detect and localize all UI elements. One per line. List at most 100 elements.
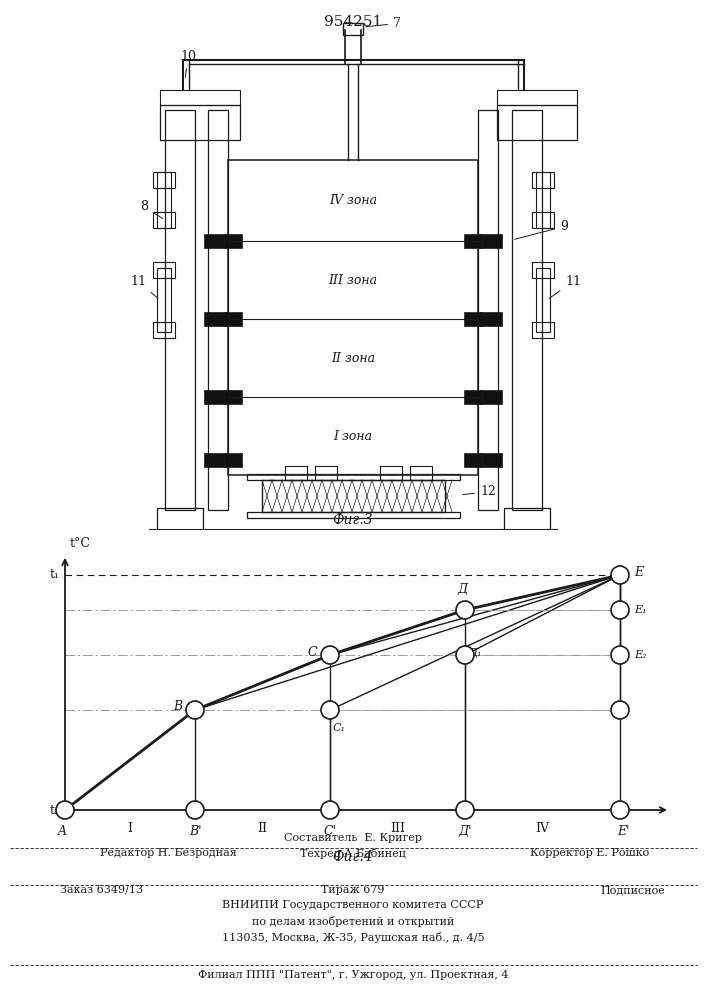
Bar: [157, 508, 203, 530]
Text: 9: 9: [515, 220, 568, 239]
Circle shape: [321, 646, 339, 664]
Bar: [204, 312, 226, 326]
Circle shape: [611, 701, 629, 719]
Text: Подписное: Подписное: [600, 885, 665, 895]
Text: E: E: [634, 566, 643, 580]
Text: Корректор Е. Рошко: Корректор Е. Рошко: [530, 848, 650, 858]
Bar: [480, 453, 502, 467]
Bar: [285, 466, 307, 480]
Bar: [532, 212, 554, 228]
Text: Редактор Н. Безродная: Редактор Н. Безродная: [100, 848, 237, 858]
Bar: [512, 110, 542, 510]
Bar: [224, 390, 242, 404]
Circle shape: [456, 801, 474, 819]
Bar: [536, 268, 550, 332]
Bar: [157, 172, 171, 228]
Bar: [208, 110, 228, 510]
Bar: [247, 512, 460, 518]
Bar: [410, 466, 432, 480]
Text: III зона: III зона: [329, 273, 378, 286]
Circle shape: [611, 801, 629, 819]
Text: 8: 8: [140, 200, 163, 218]
Bar: [497, 90, 577, 105]
Bar: [224, 312, 242, 326]
Bar: [153, 262, 175, 278]
Bar: [204, 234, 226, 248]
Text: 12: 12: [463, 485, 496, 498]
Bar: [343, 23, 363, 35]
Bar: [153, 212, 175, 228]
Bar: [497, 105, 577, 140]
Text: IV: IV: [535, 822, 549, 835]
Bar: [464, 234, 482, 248]
Bar: [224, 453, 242, 467]
Bar: [464, 453, 482, 467]
Text: Фиг.4: Фиг.4: [333, 850, 373, 864]
Circle shape: [321, 701, 339, 719]
Text: E₁: E₁: [634, 605, 647, 615]
Text: Д': Д': [458, 825, 472, 838]
Text: Составитель  Е. Кригер: Составитель Е. Кригер: [284, 833, 422, 843]
Bar: [247, 474, 460, 480]
Circle shape: [611, 601, 629, 619]
Text: 11: 11: [130, 275, 158, 298]
Circle shape: [321, 801, 339, 819]
Text: Д: Д: [458, 583, 468, 596]
Bar: [480, 234, 502, 248]
Text: 113035, Москва, Ж-35, Раушская наб., д. 4/5: 113035, Москва, Ж-35, Раушская наб., д. …: [222, 932, 484, 943]
Text: C: C: [308, 646, 317, 658]
Bar: [464, 390, 482, 404]
Bar: [480, 390, 502, 404]
Bar: [532, 322, 554, 338]
Text: B: B: [173, 700, 182, 714]
Bar: [165, 110, 195, 510]
Bar: [153, 322, 175, 338]
Text: Тираж 679: Тираж 679: [321, 885, 385, 895]
Text: B': B': [189, 825, 201, 838]
Text: I: I: [127, 822, 132, 835]
Text: Техред А.Бабинец: Техред А.Бабинец: [300, 848, 406, 859]
Text: t°C: t°C: [70, 537, 91, 550]
Bar: [204, 453, 226, 467]
Circle shape: [186, 701, 204, 719]
Text: 10: 10: [180, 50, 196, 77]
Text: C₁: C₁: [333, 723, 346, 733]
Circle shape: [456, 646, 474, 664]
Bar: [380, 466, 402, 480]
Bar: [153, 172, 175, 188]
Text: Фиг.3: Фиг.3: [333, 513, 373, 527]
Bar: [480, 312, 502, 326]
Text: t₁: t₁: [50, 568, 60, 582]
Text: ВНИИПИ Государственного комитета СССР: ВНИИПИ Государственного комитета СССР: [222, 900, 484, 910]
Bar: [532, 172, 554, 188]
Text: t₂: t₂: [50, 804, 60, 816]
Text: C': C': [324, 825, 337, 838]
Bar: [262, 480, 445, 512]
Text: II: II: [257, 822, 267, 835]
Bar: [464, 312, 482, 326]
Text: E₂: E₂: [634, 650, 647, 660]
Circle shape: [611, 646, 629, 664]
Text: IV зона: IV зона: [329, 194, 377, 207]
Text: 11: 11: [549, 275, 581, 298]
Bar: [532, 262, 554, 278]
Text: Д₁: Д₁: [468, 648, 481, 658]
Circle shape: [186, 801, 204, 819]
Bar: [228, 160, 478, 475]
Circle shape: [456, 601, 474, 619]
Circle shape: [611, 566, 629, 584]
Text: I зона: I зона: [334, 430, 373, 442]
Bar: [478, 110, 498, 510]
Text: E': E': [617, 825, 629, 838]
Text: Заказ 6349/13: Заказ 6349/13: [60, 885, 143, 895]
Bar: [160, 105, 240, 140]
Bar: [157, 268, 171, 332]
Text: по делам изобретений и открытий: по делам изобретений и открытий: [252, 916, 454, 927]
Bar: [315, 466, 337, 480]
Bar: [160, 90, 240, 105]
Bar: [204, 390, 226, 404]
Text: 7: 7: [366, 17, 401, 30]
Text: Филиал ППП "Патент", г. Ужгород, ул. Проектная, 4: Филиал ППП "Патент", г. Ужгород, ул. Про…: [198, 970, 508, 980]
Text: 954251: 954251: [324, 15, 382, 29]
Bar: [504, 508, 550, 530]
